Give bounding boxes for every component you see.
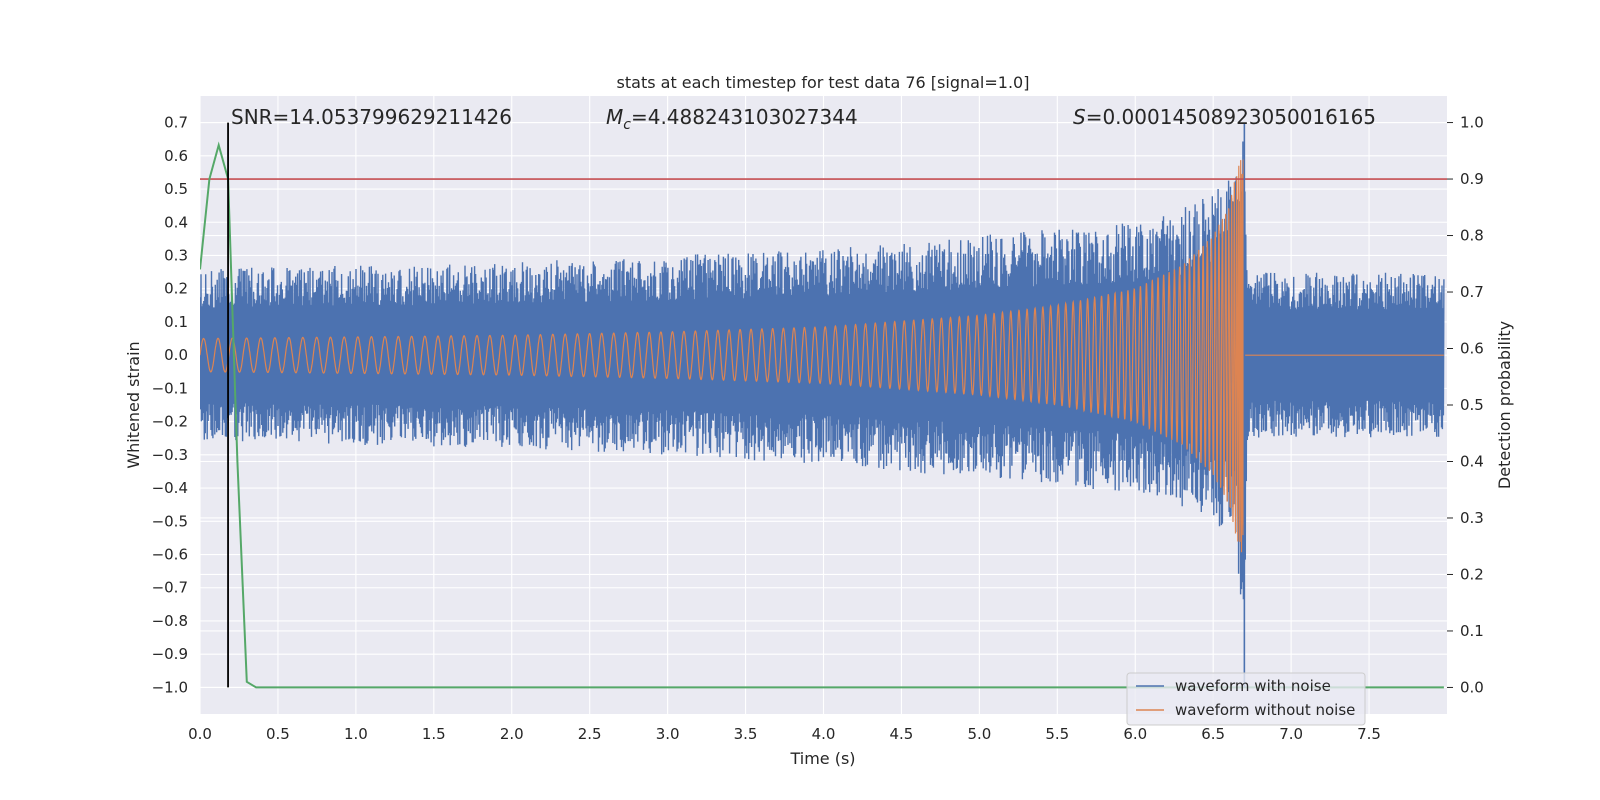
y2-tick-label: 0.9 (1460, 170, 1484, 188)
x-tick-label: 7.5 (1357, 725, 1381, 743)
y2-tick-label: 0.3 (1460, 509, 1484, 527)
x-tick-label: 2.0 (500, 725, 524, 743)
y2-tick-label: 0.4 (1460, 452, 1484, 470)
y2-tick-label: 0.2 (1460, 565, 1484, 583)
y-tick-label: −0.8 (152, 612, 188, 630)
chirp-mass-annotation: Mc=4.488243103027344 (606, 105, 858, 133)
x-tick-label: 0.5 (266, 725, 290, 743)
y-tick-label: −1.0 (152, 678, 188, 696)
y-tick-label: 0.5 (164, 180, 188, 198)
x-tick-label: 5.5 (1045, 725, 1069, 743)
legend-label-clean: waveform without noise (1175, 701, 1355, 719)
x-tick-label: 6.0 (1123, 725, 1147, 743)
y2-tick-label: 1.0 (1460, 114, 1484, 132)
y2-tick-label: 0.0 (1460, 678, 1484, 696)
y-tick-label: 0.7 (164, 114, 188, 132)
x-tick-label: 3.0 (656, 725, 680, 743)
legend-label-noise: waveform with noise (1175, 677, 1331, 695)
x-tick-label: 3.5 (734, 725, 758, 743)
ticks: 0.0 0.5 1.0 1.5 2.0 2.5 3.0 3.5 4.0 4.5 5.0 5.5 6.0 6… (152, 114, 1484, 743)
y-tick-label: 0.1 (164, 313, 188, 331)
y2-tick-label: 0.6 (1460, 340, 1484, 358)
y2-axis-label: Detection probability (1495, 321, 1514, 489)
y-tick-label: −0.4 (152, 479, 188, 497)
chirp-mass-subscript: c (623, 117, 631, 133)
y-axis-label: Whitened strain (124, 341, 143, 468)
y2-tick-label: 0.5 (1460, 396, 1484, 414)
x-tick-label: 1.5 (422, 725, 446, 743)
plot-series (200, 122, 1447, 689)
x-tick-label: 1.0 (344, 725, 368, 743)
y-tick-label: 0.6 (164, 147, 188, 165)
x-tick-label: 4.0 (812, 725, 836, 743)
x-axis-label: Time (s) (789, 749, 855, 768)
chirp-mass-value: =4.488243103027344 (631, 105, 858, 129)
y-tick-label: −0.1 (152, 379, 188, 397)
y2-tick-label: 0.7 (1460, 283, 1484, 301)
x-tick-label: 0.0 (188, 725, 212, 743)
x-tick-label: 6.5 (1201, 725, 1225, 743)
snr-annotation: SNR=14.053799629211426 (231, 105, 512, 129)
chart-title: stats at each timestep for test data 76 … (617, 73, 1030, 92)
s-value: =0.00014508923050016165 (1086, 105, 1376, 129)
chirp-mass-symbol: M (606, 105, 623, 129)
series-detection-probability (200, 141, 1444, 689)
y-tick-label: −0.5 (152, 512, 188, 530)
y-tick-label: 0.0 (164, 346, 188, 364)
y-tick-label: 0.2 (164, 280, 188, 298)
y-tick-label: −0.9 (152, 645, 188, 663)
y-tick-label: −0.7 (152, 579, 188, 597)
x-tick-label: 2.5 (578, 725, 602, 743)
y-tick-label: 0.3 (164, 246, 188, 264)
series-waveform-without-noise (200, 159, 1444, 553)
y-tick-label: −0.6 (152, 546, 188, 564)
y2-tick-label: 0.8 (1460, 227, 1484, 245)
x-tick-label: 4.5 (890, 725, 914, 743)
legend: waveform with noise waveform without noi… (1126, 672, 1366, 726)
s-annotation: S=0.00014508923050016165 (1073, 105, 1376, 129)
s-symbol: S (1073, 105, 1086, 129)
y-tick-label: 0.4 (164, 213, 188, 231)
y-tick-label: −0.2 (152, 413, 188, 431)
y2-tick-label: 0.1 (1460, 622, 1484, 640)
y-tick-label: −0.3 (152, 446, 188, 464)
x-tick-label: 5.0 (967, 725, 991, 743)
x-tick-label: 7.0 (1279, 725, 1303, 743)
legend-box (1126, 672, 1366, 726)
